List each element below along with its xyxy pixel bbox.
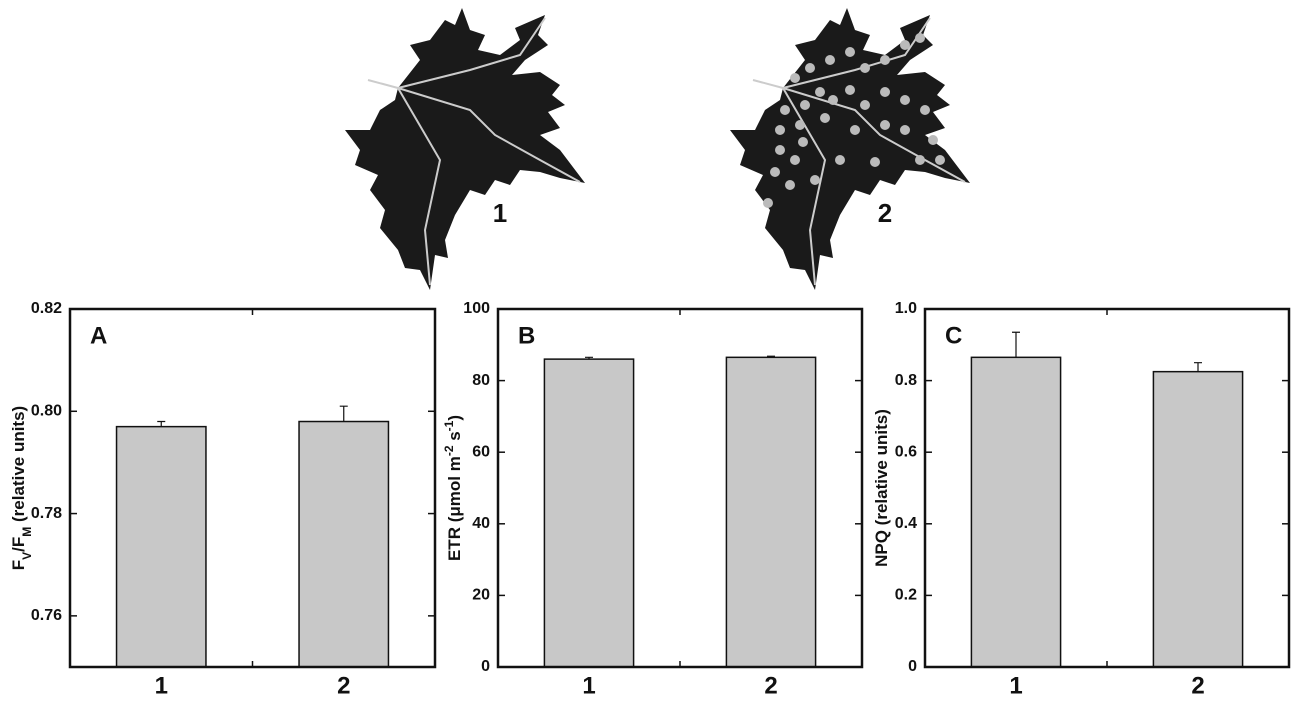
panel-label: B bbox=[518, 322, 535, 349]
panel-label: C bbox=[945, 322, 962, 349]
y-tick-label: 0.6 bbox=[895, 443, 917, 460]
y-axis-label: FV/FM (relative units) bbox=[9, 406, 34, 570]
x-tick-label: 1 bbox=[1009, 672, 1022, 698]
y-axis-label: NPQ (relative units) bbox=[872, 409, 891, 567]
plot-frame bbox=[496, 307, 864, 669]
leaf-spotted bbox=[729, 7, 971, 291]
y-tick-label: 0.80 bbox=[31, 403, 62, 420]
bar bbox=[115, 425, 207, 668]
bar bbox=[1152, 370, 1244, 668]
y-tick-label: 20 bbox=[472, 587, 490, 604]
plot-frame bbox=[923, 307, 1291, 669]
y-tick-label: 1.0 bbox=[895, 300, 917, 317]
error-bar bbox=[339, 405, 348, 422]
x-tick-label: 2 bbox=[337, 672, 350, 698]
y-tick-label: 60 bbox=[472, 443, 490, 460]
y-tick-label: 0 bbox=[481, 658, 490, 675]
y-tick-label: 0.76 bbox=[31, 607, 62, 624]
x-tick-label: 1 bbox=[155, 672, 168, 698]
y-tick-label: 80 bbox=[472, 372, 490, 389]
error-bar bbox=[1194, 362, 1202, 372]
y-tick-label: 100 bbox=[463, 300, 490, 317]
bar bbox=[298, 420, 390, 668]
y-tick-label: 0.78 bbox=[31, 505, 62, 522]
panel-label: A bbox=[90, 322, 107, 349]
y-tick-label: 0.2 bbox=[895, 587, 917, 604]
x-tick-label: 2 bbox=[1191, 672, 1204, 698]
leaf-healthy bbox=[344, 7, 586, 291]
error-bar bbox=[767, 355, 775, 358]
bar bbox=[970, 356, 1062, 668]
x-tick-label: 2 bbox=[764, 672, 777, 698]
bar bbox=[543, 358, 635, 668]
leaf-label: 1 bbox=[493, 198, 507, 228]
y-axis-label: ETR (μmol m-2 s-1) bbox=[442, 415, 464, 561]
error-bar bbox=[1012, 331, 1020, 358]
leaf-label: 2 bbox=[878, 198, 892, 228]
y-tick-label: 0.8 bbox=[895, 372, 917, 389]
y-tick-label: 40 bbox=[472, 515, 490, 532]
x-tick-label: 1 bbox=[582, 672, 595, 698]
y-tick-label: 0 bbox=[908, 658, 917, 675]
bar bbox=[725, 356, 817, 668]
y-tick-label: 0.4 bbox=[895, 515, 917, 532]
error-bar bbox=[157, 420, 166, 427]
error-bar bbox=[585, 356, 593, 360]
y-tick-label: 0.82 bbox=[31, 300, 62, 317]
plot-frame bbox=[68, 307, 437, 669]
